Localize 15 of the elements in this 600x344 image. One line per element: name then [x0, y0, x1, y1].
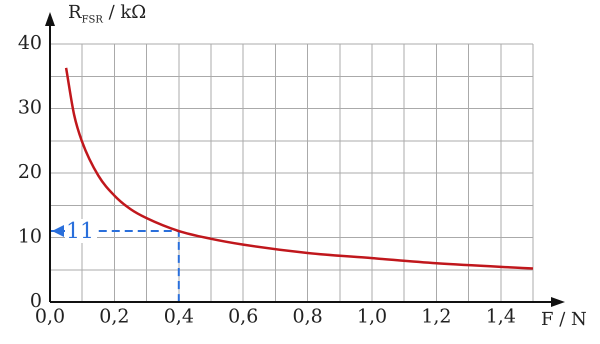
annotation: 11	[66, 218, 94, 244]
x-tick-label: 0,4	[164, 305, 194, 328]
y-tick-label: 10	[18, 225, 42, 248]
line-series	[64, 66, 533, 270]
y-tick-label: 30	[18, 96, 42, 118]
y-tick-label: 40	[18, 32, 42, 54]
x-tick-label: 1,0	[356, 305, 388, 328]
x-tick-label: 0,2	[99, 305, 130, 328]
x-tick-label: 0,6	[228, 305, 258, 328]
x-tick-label: 1,4	[486, 305, 516, 328]
x-tick-label: 1,2	[421, 305, 452, 328]
y-axis-title: R$_{FSR}$ / kΩ	[68, 2, 146, 26]
x-axis-title: F / N	[541, 309, 587, 330]
x-tick-label: 0,8	[292, 305, 323, 328]
y-tick-label: 20	[18, 160, 42, 183]
